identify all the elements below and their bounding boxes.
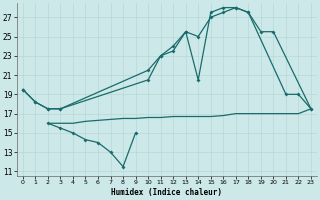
X-axis label: Humidex (Indice chaleur): Humidex (Indice chaleur) xyxy=(111,188,222,197)
